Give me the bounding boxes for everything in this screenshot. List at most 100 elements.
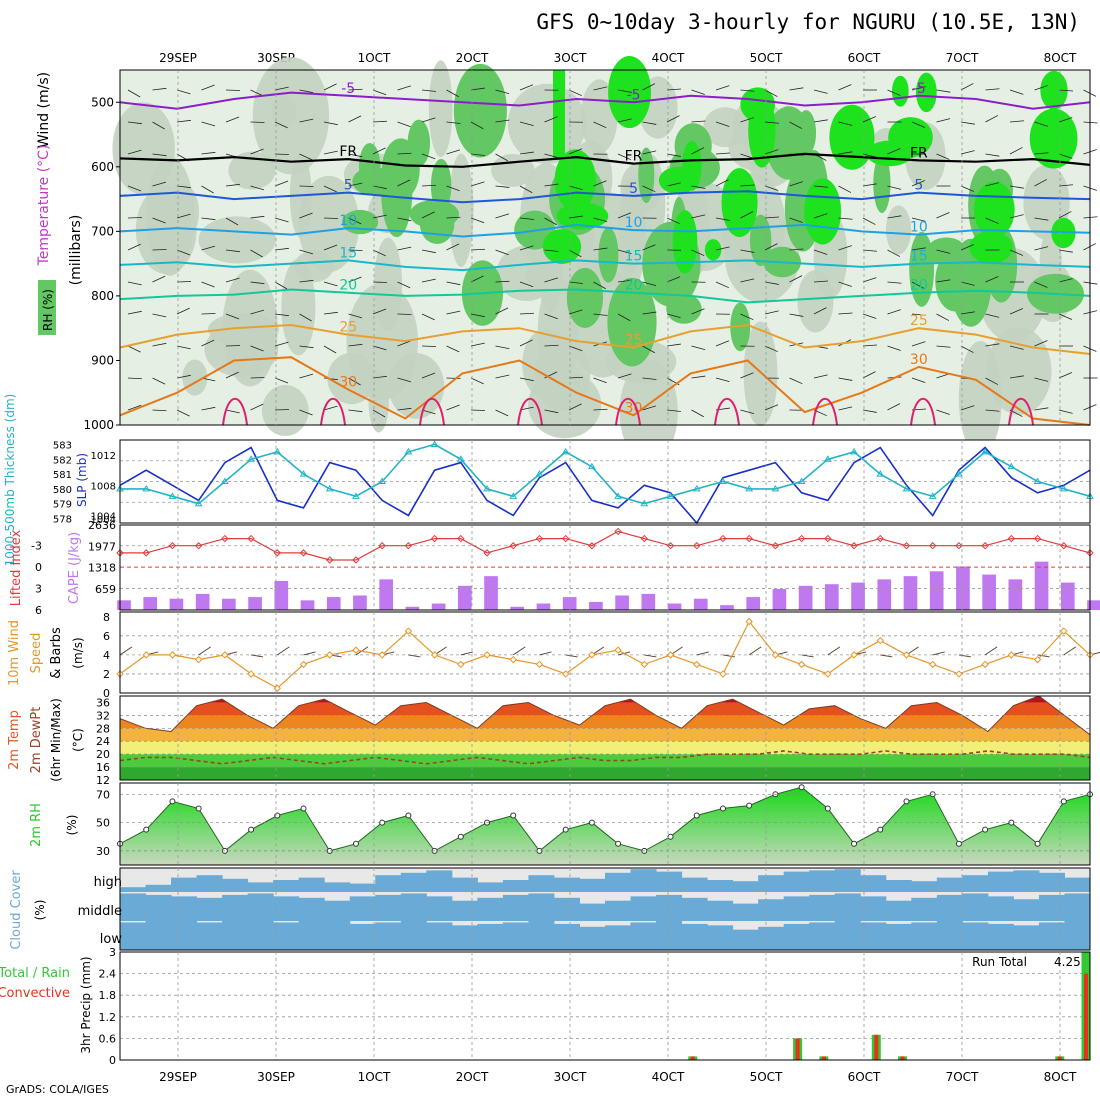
wind-barb <box>960 281 975 286</box>
contour-label: -5 <box>912 81 926 97</box>
wind-barb <box>764 243 778 251</box>
rh-marker <box>982 826 989 833</box>
wind-speed-marker <box>850 651 858 659</box>
wind-axis-label-1: 10m Wind <box>7 620 22 686</box>
cloud-bar-low <box>349 923 376 950</box>
heat-contour <box>714 397 740 426</box>
wind-barb <box>225 371 239 379</box>
cloud-bar-high <box>553 877 580 892</box>
thickness-marker <box>797 477 806 484</box>
thickness-marker <box>823 455 832 462</box>
thickness-marker <box>771 484 780 492</box>
wind-barb <box>568 249 582 258</box>
wind-barb <box>691 409 704 418</box>
cape-bar <box>195 593 210 610</box>
wind-barb <box>544 409 559 414</box>
wind-barb <box>176 213 191 219</box>
lifted-index-marker <box>666 542 675 550</box>
wind-barb <box>715 340 730 347</box>
wind-barb <box>544 153 559 159</box>
wind-barb <box>887 89 901 96</box>
rh-blob-saturated <box>704 239 722 261</box>
rh-marker <box>746 802 753 809</box>
x-tick-label-bottom: 3OCT <box>554 1070 587 1084</box>
stability-frame <box>119 524 1091 611</box>
lifted-index-marker <box>824 534 832 543</box>
lifted-index-marker <box>483 549 491 557</box>
wind-barb <box>323 345 337 354</box>
wind-barb <box>446 345 460 353</box>
wind-barb <box>470 313 485 318</box>
lifted-index-marker <box>378 542 386 550</box>
wind-tick-label: 2 <box>103 668 110 681</box>
cloud-bar-high <box>477 882 504 892</box>
cloud-bar-middle <box>298 897 325 921</box>
wind-barb <box>740 372 754 379</box>
wind-barb <box>691 375 706 379</box>
cloud-bar-middle <box>324 900 351 921</box>
cape-tick-label: 2636 <box>88 519 116 532</box>
thickness-marker <box>666 492 675 499</box>
wind-barb <box>470 217 485 224</box>
rh-marker <box>877 826 884 833</box>
cloud-bar-high <box>375 875 402 892</box>
wind-barb <box>495 89 510 95</box>
wind-barb <box>1009 345 1024 350</box>
temp-tick-label: 36 <box>96 696 110 709</box>
wind-barb <box>813 213 828 219</box>
wind-barb <box>274 281 288 290</box>
wind-barb <box>1009 147 1023 155</box>
wind-speed-marker <box>194 655 203 664</box>
wind-barb <box>960 150 975 155</box>
precip-frame <box>119 951 1091 1061</box>
temp-band <box>120 702 1090 716</box>
thickness-marker <box>456 455 465 462</box>
cloud-level-middle: middle <box>78 904 122 919</box>
rh-blob-saturated <box>891 75 909 107</box>
surface-barb <box>512 646 526 656</box>
wind-barb <box>274 247 289 251</box>
wind-speed-marker <box>561 670 570 678</box>
precip-convective-bar <box>874 1034 879 1060</box>
surface-barb <box>722 654 736 658</box>
wind-barb <box>1058 153 1073 159</box>
wind-speed-marker <box>247 670 255 678</box>
wind-barb <box>201 84 215 91</box>
cloud-bar-low <box>171 921 198 950</box>
wind-barb <box>1009 214 1024 219</box>
wind-barb <box>838 281 852 287</box>
wind-barb <box>421 89 436 92</box>
cape-bar <box>1060 582 1075 610</box>
wind-barb <box>813 374 828 379</box>
wind-barb <box>642 150 657 155</box>
wind-barb <box>519 377 534 382</box>
wind-barb <box>397 407 412 411</box>
rh-marker <box>1034 840 1041 847</box>
lifted-index-marker <box>797 534 806 543</box>
cape-bar <box>143 597 158 610</box>
cloud-bar-low <box>553 923 580 950</box>
rh-blob-wet <box>765 106 812 180</box>
cape-bar <box>877 579 892 610</box>
wind-tick-label: 8 <box>103 611 110 624</box>
wind-barb <box>593 408 608 411</box>
temp-line <box>119 695 1091 736</box>
wind-barb <box>495 409 509 417</box>
wind-tick-label: 4 <box>103 649 110 662</box>
wind-barb <box>152 217 166 224</box>
wind-barb <box>250 345 264 352</box>
cloud-bar-middle <box>145 894 172 921</box>
rh-marker <box>274 812 281 819</box>
cloud-bar-low <box>885 923 912 950</box>
contour-label: 20 <box>625 278 643 294</box>
lifted-tick-label: 6 <box>35 604 42 617</box>
wind-barb <box>887 403 901 411</box>
wind-barb <box>813 249 828 255</box>
temp-band <box>120 741 1090 755</box>
wind-barb <box>740 211 754 219</box>
wind-barb <box>421 372 436 379</box>
wind-barb <box>593 121 607 129</box>
cape-bar <box>772 589 787 610</box>
wind-barb <box>715 281 729 289</box>
cloud-bar-low <box>1064 921 1091 950</box>
